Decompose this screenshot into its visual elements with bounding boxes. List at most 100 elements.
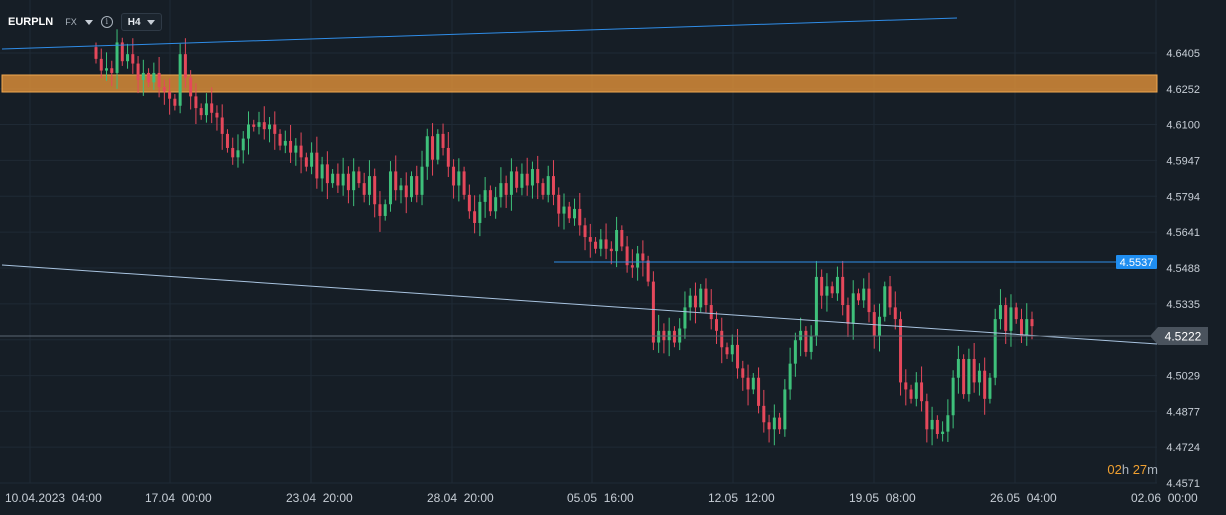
candle	[536, 155, 540, 200]
candle	[820, 269, 824, 309]
candle	[225, 129, 229, 153]
price-axis[interactable]: 4.6405 4.6252 4.6100 4.5947 4.5794 4.5641 4.54…	[1166, 48, 1200, 490]
candle	[462, 166, 466, 200]
candle	[620, 225, 624, 252]
y-tick-label: 4.4571	[1166, 478, 1200, 490]
y-tick-label: 4.5335	[1166, 299, 1200, 311]
candle	[310, 142, 314, 175]
candle	[331, 169, 335, 188]
candle	[762, 389, 766, 433]
candle	[814, 260, 818, 346]
candle	[346, 166, 350, 204]
candle	[778, 412, 782, 434]
candle	[678, 318, 682, 351]
candle	[189, 70, 193, 110]
y-tick-label: 4.6252	[1166, 84, 1200, 96]
candle	[878, 303, 882, 352]
candle	[1004, 297, 1008, 344]
countdown-minutes: 27	[1132, 462, 1148, 477]
chevron-down-icon	[146, 19, 155, 25]
candle	[210, 87, 214, 124]
candle	[168, 78, 172, 115]
candle	[483, 177, 487, 218]
candle	[315, 136, 319, 189]
candle	[436, 129, 440, 165]
candle	[641, 240, 645, 277]
countdown-minutes-unit: m	[1147, 462, 1158, 477]
candle	[1030, 311, 1034, 340]
candle	[257, 111, 261, 135]
current-price-label: 4.5222	[1165, 330, 1202, 344]
candle	[299, 132, 303, 174]
candle	[136, 56, 140, 94]
candle	[262, 106, 266, 140]
candle	[178, 43, 182, 114]
candle	[594, 237, 598, 254]
candle	[730, 334, 734, 362]
market-label[interactable]: FX	[65, 17, 77, 27]
candle	[399, 177, 403, 204]
candle	[1019, 308, 1023, 344]
candle	[446, 132, 450, 178]
candle	[283, 130, 287, 154]
candle	[578, 192, 582, 236]
candle	[883, 281, 887, 322]
x-tick-label: 12.05 12:00	[708, 491, 775, 505]
candle	[373, 168, 377, 218]
candle	[651, 271, 655, 351]
candle	[1025, 303, 1029, 346]
grid	[0, 0, 1157, 484]
candle	[725, 342, 729, 359]
lower-trendline[interactable]	[1, 264, 1158, 345]
candle	[404, 172, 408, 214]
candle	[888, 275, 892, 315]
candle	[783, 379, 787, 437]
candle	[341, 157, 345, 196]
candle	[562, 193, 566, 230]
countdown-hours: 02	[1107, 462, 1122, 477]
horizontal-level-badge[interactable]: 4.5537	[1116, 255, 1157, 269]
candle	[152, 62, 156, 90]
candle	[394, 155, 398, 201]
candle	[767, 414, 771, 443]
candle	[425, 128, 429, 180]
candle	[420, 150, 424, 206]
candle	[741, 360, 745, 391]
upper-trendline[interactable]	[1, 17, 958, 50]
candle	[115, 29, 119, 89]
candle	[993, 308, 997, 386]
x-tick-label: 10.04.2023 04:00	[5, 491, 102, 505]
candle	[904, 369, 908, 406]
candle	[567, 201, 571, 223]
time-axis[interactable]: 10.04.2023 04:00 17.04 00:00 23.04 20:00 28…	[5, 491, 1198, 505]
candle	[1009, 294, 1013, 347]
candle	[809, 325, 813, 360]
candle	[289, 124, 293, 163]
candle	[636, 245, 640, 281]
candle	[846, 297, 850, 337]
candle	[946, 399, 950, 442]
timeframe-select[interactable]: H4	[120, 13, 162, 31]
candle	[604, 223, 608, 260]
candle	[126, 43, 130, 69]
symbol-label[interactable]: EURPLN	[8, 16, 54, 28]
info-icon[interactable]: i	[100, 16, 113, 28]
y-tick-label: 4.5641	[1166, 227, 1200, 239]
chevron-down-icon[interactable]	[84, 19, 93, 25]
candle	[935, 415, 939, 439]
resistance-zone[interactable]	[1, 74, 1158, 93]
candle	[925, 393, 929, 443]
candle	[788, 347, 792, 400]
candle	[320, 156, 324, 192]
candle	[173, 94, 177, 111]
candle	[962, 354, 966, 399]
candle	[583, 217, 587, 251]
candle	[862, 278, 866, 308]
candle	[530, 161, 534, 199]
candle	[662, 323, 666, 354]
candle	[893, 291, 897, 330]
candle	[714, 311, 718, 344]
candle	[157, 56, 161, 98]
candle	[657, 314, 661, 353]
